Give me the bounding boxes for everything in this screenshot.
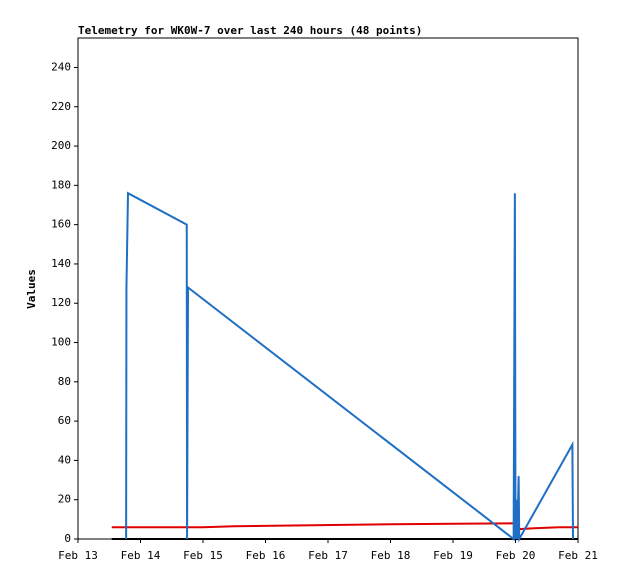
series-line	[125, 191, 574, 543]
chart-title: Telemetry for WK0W-7 over last 240 hours…	[78, 24, 422, 37]
plot-frame	[77, 37, 579, 540]
x-tick-label: Feb 14	[121, 549, 161, 562]
y-tick-label: 220	[51, 100, 71, 113]
x-tick-label: Feb 21	[558, 549, 598, 562]
x-tick-label: Feb 17	[308, 549, 348, 562]
y-tick-label: 80	[58, 375, 71, 388]
y-tick-label: 20	[58, 493, 71, 506]
x-tick-label: Feb 20	[496, 549, 536, 562]
x-tick-label: Feb 18	[371, 549, 411, 562]
x-tick-label: Feb 15	[183, 549, 223, 562]
y-tick-label: 0	[64, 532, 71, 545]
y-tick-label: 120	[51, 296, 71, 309]
y-tick-label: 240	[51, 60, 71, 73]
x-tick-label: Feb 16	[246, 549, 286, 562]
y-tick-label: 140	[51, 257, 71, 270]
x-tick-label: Feb 19	[433, 549, 473, 562]
y-tick-label: 60	[58, 414, 71, 427]
series-line	[111, 522, 578, 531]
y-tick-label: 100	[51, 336, 71, 349]
y-axis-label: Values	[25, 269, 38, 309]
y-tick-label: 180	[51, 178, 71, 191]
y-tick-label: 40	[58, 453, 71, 466]
y-tick-label: 160	[51, 218, 71, 231]
y-tick-label: 200	[51, 139, 71, 152]
x-tick-label: Feb 13	[58, 549, 98, 562]
